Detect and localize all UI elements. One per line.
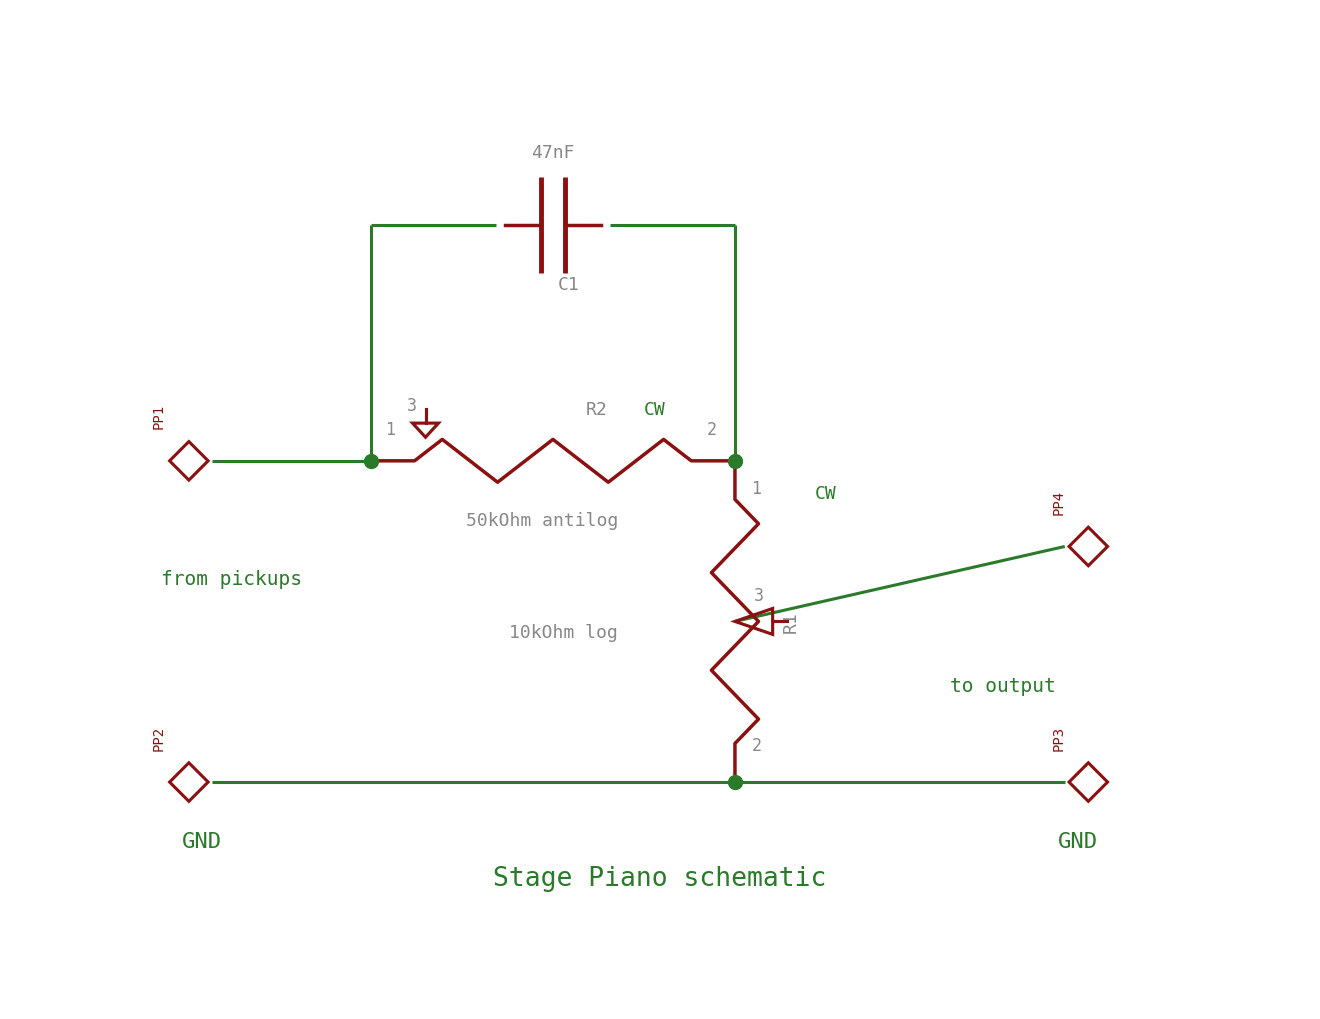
- Text: from pickups: from pickups: [161, 570, 302, 589]
- Text: Stage Piano schematic: Stage Piano schematic: [494, 865, 826, 892]
- Text: CW: CW: [814, 484, 837, 502]
- Text: C1: C1: [558, 276, 579, 293]
- Text: 2: 2: [751, 736, 762, 754]
- Text: GND: GND: [182, 832, 222, 851]
- Text: GND: GND: [1057, 832, 1098, 851]
- Point: [360, 453, 381, 470]
- Text: PP3: PP3: [1051, 725, 1065, 750]
- Text: 2: 2: [706, 420, 717, 438]
- Text: to output: to output: [950, 677, 1056, 696]
- Text: 50kOhm antilog: 50kOhm antilog: [466, 512, 618, 529]
- Text: R2: R2: [586, 401, 607, 419]
- Text: PP1: PP1: [152, 404, 166, 429]
- Text: 10kOhm log: 10kOhm log: [510, 624, 618, 642]
- Text: CW: CW: [644, 401, 665, 419]
- Point: [725, 774, 746, 791]
- Text: 47nF: 47nF: [531, 145, 574, 162]
- Text: 3: 3: [754, 586, 763, 604]
- Text: PP2: PP2: [152, 725, 166, 750]
- Text: 1: 1: [751, 479, 762, 497]
- Point: [725, 453, 746, 470]
- Text: 3: 3: [407, 396, 417, 415]
- Text: PP4: PP4: [1051, 489, 1065, 515]
- Text: 1: 1: [385, 420, 395, 438]
- Text: R1: R1: [781, 611, 800, 633]
